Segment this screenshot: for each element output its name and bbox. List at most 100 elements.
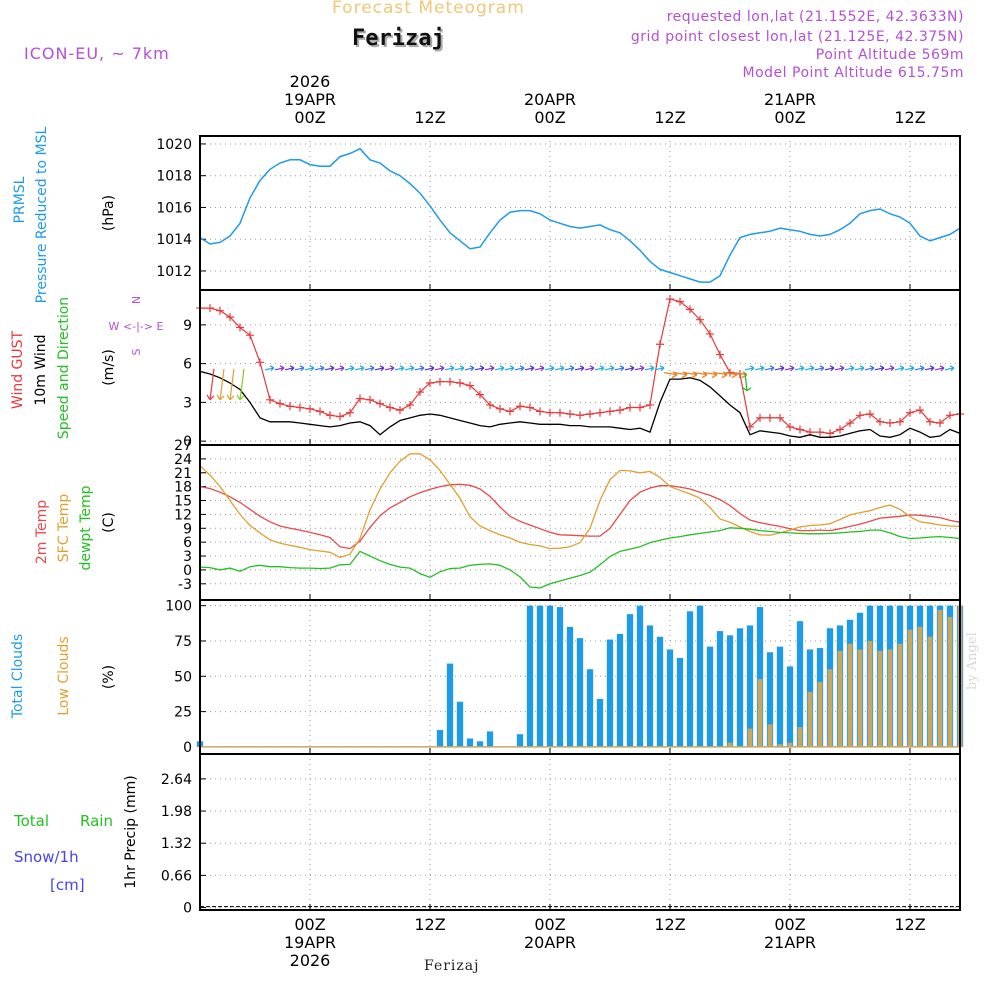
wind-arrow: [744, 365, 755, 372]
gust-point: [506, 407, 514, 416]
bottom-time-label: 00Z: [294, 915, 325, 934]
gust-point: [246, 331, 254, 340]
wind-arrow: [574, 365, 585, 372]
gust-point: [256, 358, 264, 367]
station-name: Ferizaj: [352, 26, 445, 51]
gust-point: [276, 399, 284, 408]
label-snow-unit: [cm]: [50, 876, 85, 894]
gust-point: [606, 407, 614, 416]
wind-arrow: [844, 365, 855, 372]
label-low-clouds: Low Clouds: [56, 636, 72, 715]
wind-arrow: [594, 365, 605, 372]
total-cloud-bar: [516, 734, 524, 747]
wind-arrow: [334, 365, 345, 372]
wind-arrow: [384, 365, 395, 372]
gust-point: [586, 410, 594, 418]
gust-point: [896, 417, 904, 426]
gust-point: [886, 419, 894, 428]
gust-point: [336, 412, 344, 421]
y-tick-label: 100: [165, 599, 192, 615]
gust-point: [516, 402, 524, 411]
total-cloud-bar: [766, 652, 774, 747]
low-cloud-bar: [747, 728, 753, 747]
bottom-time-label: 12Z: [894, 915, 925, 934]
total-cloud-bar: [606, 639, 614, 747]
top-time-label: 21APR: [764, 90, 816, 109]
wind-arrow: [894, 365, 905, 372]
low-cloud-bar: [797, 727, 803, 747]
label-10m-wind: 10m Wind: [33, 334, 49, 405]
y-tick-label: 3: [183, 395, 192, 411]
total-cloud-bar: [566, 626, 574, 747]
low-cloud-bar: [757, 679, 763, 747]
total-cloud-bar: [746, 625, 754, 747]
gust-point: [696, 315, 704, 324]
total-cloud-bar: [656, 636, 664, 747]
gust-point: [936, 419, 944, 428]
wind-arrow: [514, 365, 525, 372]
y-axis-unit: (C): [101, 512, 117, 533]
y-tick-label: 3: [183, 549, 192, 565]
gust-point: [596, 408, 604, 417]
model-altitude: Model Point Altitude 615.75m: [742, 65, 964, 81]
gust-point: [716, 350, 724, 359]
panel-5: 0 0.66 1.32 1.98 2.64 1hr Precip (mm): [123, 753, 961, 917]
gust-point: [906, 408, 914, 417]
wind-arrow: [236, 368, 245, 401]
gust-point: [296, 403, 304, 412]
gust-point: [636, 403, 644, 412]
wind-arrow: [524, 365, 535, 372]
gust-point: [796, 425, 804, 434]
y-tick-label: 0: [183, 901, 192, 917]
total-cloud-bar: [626, 614, 634, 747]
gust-point: [656, 340, 664, 349]
low-cloud-bar: [727, 742, 733, 747]
bottom-time-label: 21APR: [764, 933, 816, 952]
bottom-time-label: 19APR: [284, 933, 336, 952]
total-cloud-bar: [476, 741, 484, 747]
label-dewpt-temp: dewpt Temp: [78, 485, 94, 570]
total-cloud-bar: [666, 649, 674, 747]
y-tick-label: 18: [174, 480, 192, 496]
gust-point: [576, 411, 584, 420]
gust-point: [406, 400, 414, 409]
wind-arrow: [904, 365, 915, 372]
y-tick-label: 75: [174, 634, 192, 650]
y-tick-label: 1.98: [161, 804, 192, 820]
total-cloud-bar: [446, 663, 454, 747]
y-tick-label: 2.64: [161, 772, 192, 788]
y-tick-label: 9: [183, 521, 192, 537]
wind-arrow: [464, 365, 475, 372]
wind-arrow: [644, 365, 655, 372]
wind-arrow: [206, 368, 215, 401]
low-cloud-bar: [897, 643, 903, 747]
y-tick-label: 50: [174, 669, 192, 685]
wind-arrow: [454, 365, 465, 372]
bottom-time-label: 2026: [290, 951, 331, 970]
wind-arrow: [654, 365, 665, 372]
gust-point: [566, 410, 574, 418]
gust-point: [876, 417, 884, 426]
gust-point: [756, 413, 764, 422]
y-tick-label: 1012: [156, 264, 192, 280]
gust-point: [326, 411, 334, 420]
wind-arrow: [924, 365, 935, 372]
gust-point: [746, 422, 754, 431]
requested-coords: requested lon,lat (21.1552E, 42.3633N): [666, 9, 964, 25]
low-cloud-bar: [847, 643, 853, 747]
wind-arrow: [804, 365, 815, 372]
total-cloud-bar: [796, 621, 804, 747]
footer-station: Ferizaj: [424, 958, 480, 974]
total-cloud-bar: [706, 646, 714, 747]
panel-4: 0 25 50 75 100 (%): [101, 599, 964, 756]
wind-arrow: [264, 365, 275, 372]
wind-speed-line: [199, 370, 961, 438]
y-tick-label: 0: [183, 434, 192, 450]
gust-point: [626, 403, 634, 412]
gust-point: [826, 429, 834, 438]
y-tick-label: 25: [174, 705, 192, 721]
gust-point: [316, 407, 324, 416]
gust-point: [536, 407, 544, 416]
total-cloud-bar: [616, 633, 624, 747]
point-altitude: Point Altitude 569m: [815, 47, 964, 63]
